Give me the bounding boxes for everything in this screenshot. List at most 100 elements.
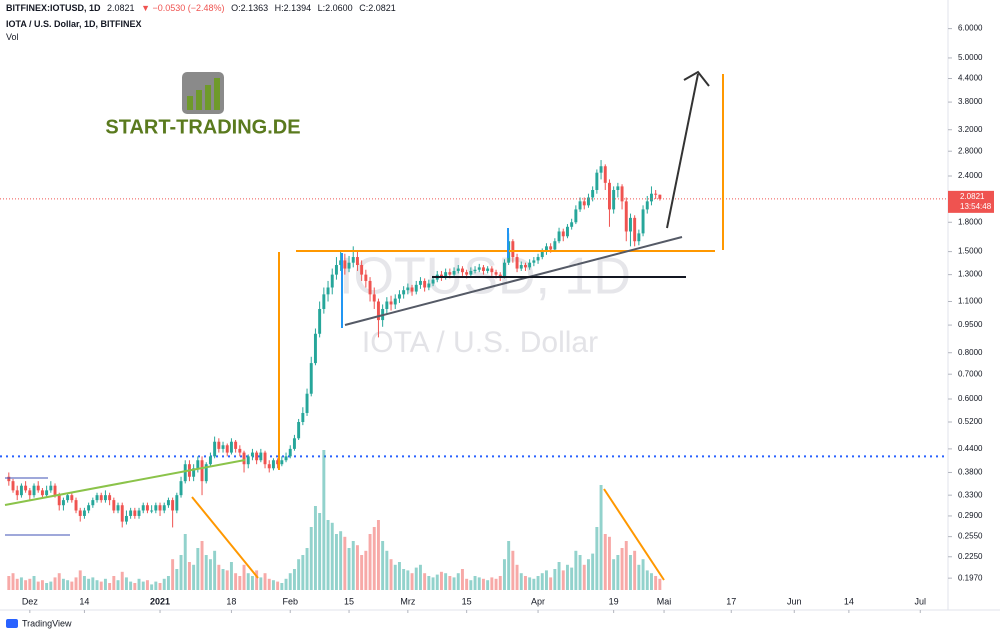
candle-body	[628, 217, 632, 232]
volume-bar	[74, 577, 78, 590]
candle-body	[355, 257, 359, 266]
candle-body	[87, 505, 91, 511]
candle-body	[19, 485, 23, 496]
volume-bar	[334, 534, 338, 590]
y-tick-label: 0.2900	[958, 511, 983, 520]
candle-body	[318, 308, 322, 334]
x-tick-label: Mai	[657, 596, 672, 606]
x-tick-label: Dez	[22, 596, 39, 606]
candle-body	[120, 505, 124, 522]
candle-body	[238, 448, 242, 453]
volume-bar	[229, 562, 233, 590]
candle-body	[108, 495, 112, 501]
x-tick-label: 15	[462, 596, 472, 606]
candle-body	[124, 515, 128, 522]
candle-body	[11, 481, 15, 491]
candle-body	[620, 186, 624, 202]
candle-body	[271, 460, 275, 469]
volume-bar	[469, 580, 473, 590]
candle-body	[515, 257, 519, 269]
candle-body	[603, 166, 607, 183]
volume-bar	[326, 520, 330, 590]
volume-bar	[574, 550, 578, 590]
volume-bar	[641, 559, 645, 590]
x-tick-label: Jul	[915, 596, 927, 606]
volume-bar	[145, 580, 149, 590]
candle-body	[477, 267, 481, 270]
candle-body	[347, 262, 351, 269]
volume-bar	[49, 581, 53, 590]
candle-body	[103, 495, 107, 501]
candle-body	[565, 226, 569, 237]
y-tick-label: 6.0000	[958, 24, 983, 33]
open: O:2.1363	[231, 3, 269, 13]
volume-bar	[498, 576, 502, 590]
candle-body	[242, 452, 246, 465]
candle-body	[133, 510, 137, 516]
candle-body	[633, 217, 637, 242]
candle-body	[141, 505, 145, 511]
volume-bar	[19, 577, 23, 590]
x-tick-label: Jun	[787, 596, 802, 606]
volume-bar	[250, 576, 254, 590]
volume-bar	[36, 581, 40, 590]
volume-bar	[225, 570, 229, 590]
volume-bar	[465, 578, 469, 590]
candle-body	[431, 279, 435, 284]
candle-body	[649, 193, 653, 202]
y-tick-label: 1.5000	[958, 247, 983, 256]
last: 2.0821	[107, 3, 135, 13]
volume-bar	[238, 576, 242, 590]
candle-body	[368, 280, 372, 295]
candle-body	[595, 172, 599, 190]
candle-body	[561, 231, 565, 237]
volume-bar	[166, 576, 170, 590]
change: ▼ −0.0530 (−2.48%)	[141, 3, 225, 13]
candle-body	[423, 280, 427, 288]
volume-bar	[435, 574, 439, 590]
y-tick-label: 0.4400	[958, 444, 983, 453]
candle-body	[284, 456, 288, 461]
volume-bar	[654, 576, 658, 590]
candle-body	[364, 274, 368, 281]
header: BITFINEX:IOTUSD, 1D 2.0821 ▼ −0.0530 (−2…	[6, 3, 400, 42]
candle-body	[74, 500, 78, 511]
x-tick-label: 14	[844, 596, 854, 606]
volume-bar	[70, 581, 74, 590]
candle-body	[259, 452, 263, 461]
volume-bar	[91, 577, 95, 590]
candle-body	[263, 452, 267, 465]
candle-body	[213, 441, 217, 457]
candle-body	[45, 490, 49, 496]
volume-bar	[431, 577, 435, 590]
candle-body	[305, 393, 309, 413]
volume-bar	[494, 578, 498, 590]
x-tick-label: 2021	[150, 596, 170, 606]
volume-bar	[24, 580, 28, 590]
candle-body	[645, 201, 649, 210]
volume-bar	[502, 559, 506, 590]
volume-bar	[32, 576, 36, 590]
candle-body	[78, 510, 82, 516]
candle-body	[330, 274, 334, 288]
volume-bar	[586, 559, 590, 590]
volume-bar	[179, 555, 183, 590]
candle-body	[145, 505, 149, 511]
volume-bar	[523, 576, 527, 590]
candle-body	[360, 265, 364, 275]
candle-body	[208, 456, 212, 465]
candle-body	[397, 294, 401, 299]
volume-bar	[309, 527, 313, 590]
candle-body	[53, 485, 57, 496]
candle-body	[309, 363, 313, 394]
candle-body	[112, 500, 116, 511]
volume-bar	[624, 541, 628, 590]
volume-bar	[137, 578, 141, 590]
candle-body	[502, 262, 506, 278]
x-tick-label: 15	[344, 596, 354, 606]
volume-bar	[221, 569, 225, 590]
candle-body	[15, 490, 19, 496]
candle-body	[351, 257, 355, 263]
volume-bar	[658, 578, 662, 590]
candle-body	[221, 445, 225, 449]
